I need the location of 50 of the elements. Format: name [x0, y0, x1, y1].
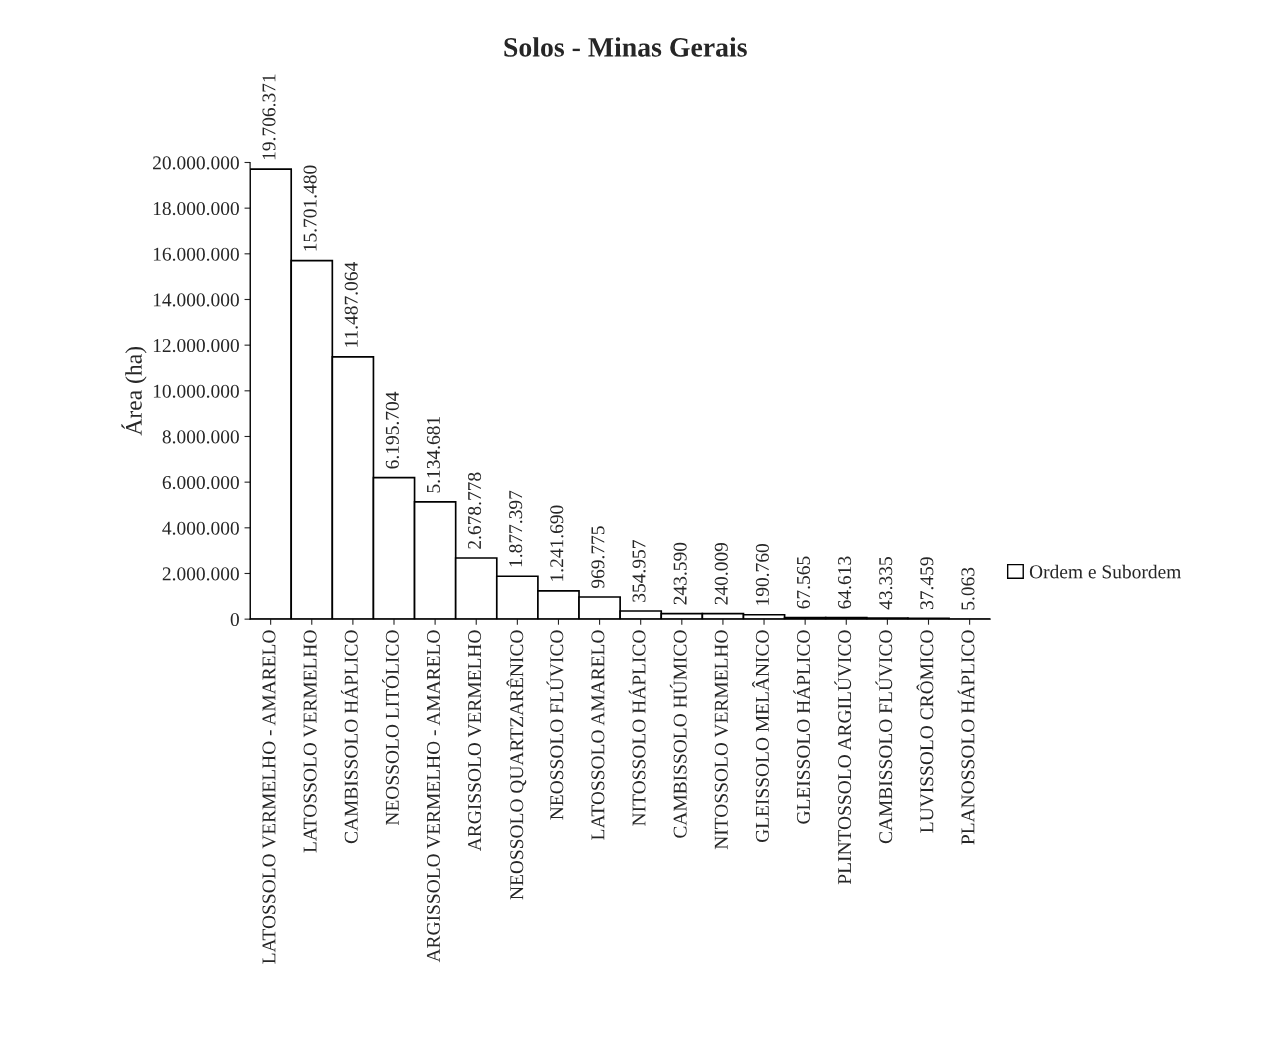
x-tick-label: NITOSSOLO HÁPLICO	[628, 630, 646, 826]
data-label: 5.063	[961, 567, 975, 610]
data-label: 11.487.064	[344, 262, 358, 347]
x-tick-label: LATOSSOLO AMARELO	[591, 630, 605, 840]
x-tick-label: CAMBISSOLO FLÚVICO	[875, 630, 893, 844]
x-tick-label: GLEISSOLO HÁPLICO	[793, 630, 811, 824]
data-label: 67.565	[796, 556, 811, 609]
data-label: 243.590	[673, 542, 687, 605]
x-tick-label: ARGISSOLO VERMELHO	[468, 630, 482, 852]
data-label: 15.701.480	[303, 165, 317, 251]
data-label: 6.195.704	[385, 391, 399, 469]
data-label: 969.775	[591, 526, 605, 589]
x-tick-label: NEOSSOLO LITÓLICO	[382, 630, 399, 826]
data-label: 1.877.397	[509, 490, 523, 567]
data-label: 37.459	[920, 557, 934, 610]
y-axis-title: Área (ha)	[121, 346, 147, 436]
y-tick-label: 2.000.000	[162, 567, 239, 581]
y-tick-label: 10.000.000	[153, 384, 239, 398]
y-tick-label: 4.000.000	[162, 521, 239, 535]
x-tick-label: LUVISSOLO CRÔMICO	[916, 630, 934, 833]
y-tick-label: 8.000.000	[162, 430, 239, 444]
data-label: 5.134.681	[426, 416, 441, 493]
data-label: 190.760	[755, 544, 769, 605]
data-label: 354.957	[632, 540, 646, 602]
data-label: 1.241.690	[550, 505, 564, 581]
x-tick-label: NEOSSOLO FLÚVICO	[546, 630, 564, 820]
x-tick-label: CAMBISSOLO HÚMICO	[669, 630, 687, 838]
y-tick-label: 14.000.000	[153, 293, 239, 307]
x-tick-label: PLINTOSSOLO ARGILÚVICO	[834, 630, 852, 885]
data-label: 64.613	[838, 556, 852, 609]
data-label: 43.335	[879, 557, 893, 610]
y-tick-label: 18.000.000	[153, 201, 239, 216]
chart-title: Solos - Minas Gerais	[504, 37, 747, 57]
data-label: 2.678.778	[467, 472, 482, 549]
x-tick-label: CAMBISSOLO HÁPLICO	[340, 630, 358, 844]
y-tick-label: 20.000.000	[153, 156, 239, 170]
x-tick-label: LATOSSOLO VERMELHO	[303, 630, 317, 853]
data-label: 19.706.371	[262, 74, 276, 160]
x-tick-label: NITOSSOLO VERMELHO	[714, 630, 728, 850]
x-tick-label: LATOSSOLO VERMELHO - AMARELO	[262, 630, 276, 964]
data-label: 240.009	[714, 542, 728, 605]
y-tick-label: 12.000.000	[153, 338, 239, 353]
x-tick-label: GLEISSOLO MELÂNICO	[752, 630, 769, 843]
legend-label: Ordem e Subordem	[1029, 564, 1182, 579]
x-tick-label: NEOSSOLO QUARTZARÊNICO	[506, 630, 527, 900]
y-tick-label: 16.000.000	[153, 247, 239, 261]
y-tick-label: 6.000.000	[162, 475, 239, 490]
y-tick-label: 0	[230, 612, 239, 627]
x-tick-label: PLANOSSOLO HÁPLICO	[957, 630, 975, 845]
x-tick-label: ARGISSOLO VERMELHO - AMARELO	[426, 630, 441, 963]
